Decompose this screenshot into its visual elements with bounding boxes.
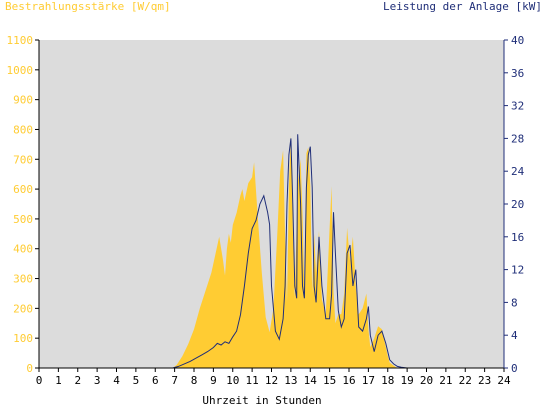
x-tick-label: 10 <box>226 374 239 387</box>
x-tick-label: 4 <box>113 374 120 387</box>
x-tick-label: 5 <box>133 374 140 387</box>
left-tick-label: 700 <box>13 153 33 166</box>
x-tick-label: 18 <box>381 374 394 387</box>
right-tick-label: 12 <box>511 264 524 277</box>
right-tick-label: 8 <box>511 296 518 309</box>
left-tick-label: 500 <box>13 213 33 226</box>
right-tick-label: 24 <box>511 165 525 178</box>
x-tick-label: 2 <box>74 374 81 387</box>
x-tick-label: 20 <box>420 374 433 387</box>
right-axis-title: Leistung der Anlage [kW] <box>383 0 542 13</box>
left-tick-label: 200 <box>13 302 33 315</box>
right-tick-label: 20 <box>511 198 524 211</box>
x-tick-label: 23 <box>478 374 491 387</box>
x-tick-label: 17 <box>362 374 375 387</box>
x-tick-label: 22 <box>459 374 472 387</box>
x-tick-label: 15 <box>323 374 336 387</box>
x-tick-label: 0 <box>36 374 43 387</box>
x-tick-label: 21 <box>439 374 452 387</box>
plot-area <box>39 40 504 368</box>
left-tick-label: 0 <box>26 362 33 375</box>
x-tick-label: 3 <box>94 374 101 387</box>
x-tick-label: 9 <box>210 374 217 387</box>
left-tick-label: 600 <box>13 183 33 196</box>
left-tick-label: 400 <box>13 243 33 256</box>
x-tick-label: 19 <box>401 374 414 387</box>
x-tick-label: 16 <box>342 374 355 387</box>
x-tick-label: 11 <box>246 374 259 387</box>
left-axis-title: Bestrahlungsstärke [W/qm] <box>5 0 171 13</box>
x-tick-label: 7 <box>171 374 178 387</box>
x-tick-label: 12 <box>265 374 278 387</box>
axis-layer: 0100200300400500600700800900100011000481… <box>7 34 525 387</box>
right-tick-label: 32 <box>511 100 524 113</box>
right-tick-label: 16 <box>511 231 524 244</box>
x-tick-label: 1 <box>55 374 62 387</box>
left-tick-label: 1100 <box>7 34 34 47</box>
right-tick-label: 0 <box>511 362 518 375</box>
x-tick-label: 8 <box>191 374 198 387</box>
left-tick-label: 100 <box>13 332 33 345</box>
x-tick-label: 6 <box>152 374 159 387</box>
right-tick-label: 28 <box>511 132 524 145</box>
right-tick-label: 40 <box>511 34 524 47</box>
irradiance-area <box>39 135 504 368</box>
x-tick-label: 14 <box>304 374 318 387</box>
power-line <box>39 134 504 369</box>
left-tick-label: 300 <box>13 273 33 286</box>
series-layer <box>39 134 504 369</box>
x-axis-label: Uhrzeit in Stunden <box>202 394 322 407</box>
right-tick-label: 36 <box>511 67 524 80</box>
x-tick-label: 13 <box>284 374 297 387</box>
left-tick-label: 900 <box>13 94 33 107</box>
left-tick-label: 1000 <box>7 64 34 77</box>
x-tick-label: 24 <box>497 374 511 387</box>
right-tick-label: 4 <box>511 329 518 342</box>
left-tick-label: 800 <box>13 123 33 136</box>
